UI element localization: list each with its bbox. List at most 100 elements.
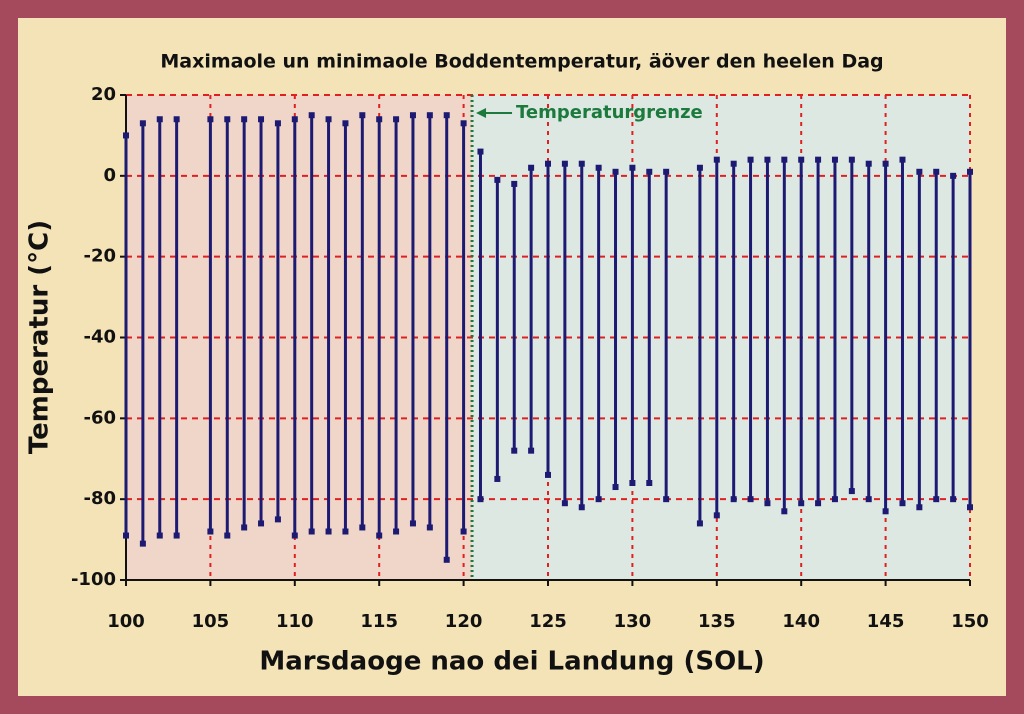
min-marker (460, 528, 467, 535)
max-marker (494, 176, 501, 183)
min-marker (730, 496, 737, 503)
min-marker (291, 532, 298, 539)
y-tick-label: -80 (83, 488, 116, 509)
max-marker (629, 164, 636, 171)
max-marker (713, 156, 720, 163)
max-marker (882, 160, 889, 167)
max-marker (578, 160, 585, 167)
min-marker (764, 500, 771, 507)
max-marker (342, 120, 349, 127)
min-marker (798, 500, 805, 507)
min-marker (967, 504, 973, 511)
max-marker (595, 164, 602, 171)
min-marker (241, 524, 248, 531)
max-marker (156, 116, 163, 123)
min-marker (308, 528, 315, 535)
max-marker (443, 112, 450, 119)
min-marker (173, 532, 180, 539)
min-marker (629, 480, 636, 486)
min-marker (274, 516, 281, 523)
max-marker (409, 112, 416, 119)
min-marker (950, 496, 957, 503)
max-marker (376, 116, 383, 123)
max-marker (393, 116, 400, 123)
max-marker (848, 156, 855, 163)
max-marker (561, 160, 568, 167)
annotation: Temperaturgrenze (516, 102, 703, 123)
x-tick-label: 105 (192, 611, 230, 632)
max-marker (950, 172, 957, 179)
max-marker (798, 156, 805, 163)
max-marker (967, 168, 973, 175)
max-marker (511, 180, 518, 187)
x-tick-label: 140 (782, 611, 820, 632)
max-marker (139, 120, 146, 127)
max-marker (899, 156, 906, 163)
min-marker (646, 480, 653, 486)
min-marker (713, 512, 720, 519)
max-marker (865, 160, 872, 167)
max-marker (426, 112, 433, 119)
max-marker (291, 116, 298, 123)
x-tick-label: 110 (276, 611, 314, 632)
max-marker (460, 120, 467, 127)
y-tick-label: -100 (71, 569, 116, 590)
max-marker (933, 168, 940, 175)
max-marker (781, 156, 788, 163)
x-tick-label: 115 (360, 611, 398, 632)
min-marker (899, 500, 906, 507)
max-marker (612, 168, 619, 175)
max-marker (308, 112, 315, 119)
min-marker (443, 556, 450, 563)
chart-title: Maximaole un minimaole Boddentemperatur,… (160, 51, 883, 73)
min-marker (258, 520, 265, 527)
min-marker (528, 447, 535, 454)
max-marker (123, 132, 129, 139)
min-marker (815, 500, 822, 507)
plot-area: 20 0 -20 -40 -60 -80 -100 100 105 110 115 120 125 130… (71, 84, 989, 632)
max-marker (258, 116, 265, 123)
max-marker (663, 168, 670, 175)
max-marker (545, 160, 551, 167)
min-marker (409, 520, 416, 527)
max-marker (359, 112, 366, 119)
x-tick-label: 150 (951, 611, 989, 632)
min-marker (663, 496, 670, 503)
y-tick-label: -40 (83, 327, 116, 348)
min-marker (696, 520, 703, 527)
max-marker (173, 116, 180, 123)
min-marker (139, 540, 146, 547)
min-marker (882, 508, 889, 515)
min-marker (376, 532, 383, 539)
max-marker (477, 148, 484, 155)
min-marker (477, 496, 484, 503)
min-marker (393, 528, 400, 535)
max-marker (764, 156, 771, 163)
min-marker (494, 475, 501, 482)
min-marker (595, 496, 602, 503)
min-marker (325, 528, 332, 535)
min-marker (545, 471, 551, 478)
x-tick-label: 145 (867, 611, 905, 632)
min-marker (865, 496, 872, 503)
min-marker (612, 484, 619, 491)
max-marker (646, 168, 653, 175)
min-marker (831, 496, 838, 503)
min-marker (747, 496, 754, 503)
min-marker (933, 496, 940, 503)
min-marker (342, 528, 349, 535)
min-marker (426, 524, 433, 531)
y-tick-label: -20 (83, 246, 116, 267)
max-marker (730, 160, 737, 167)
min-marker (916, 504, 923, 511)
x-tick-label: 135 (698, 611, 736, 632)
min-marker (578, 504, 585, 511)
max-marker (241, 116, 248, 123)
max-marker (325, 116, 332, 123)
max-marker (224, 116, 231, 123)
min-marker (123, 532, 129, 539)
max-marker (528, 164, 535, 171)
x-tick-label: 125 (529, 611, 567, 632)
min-marker (156, 532, 163, 539)
